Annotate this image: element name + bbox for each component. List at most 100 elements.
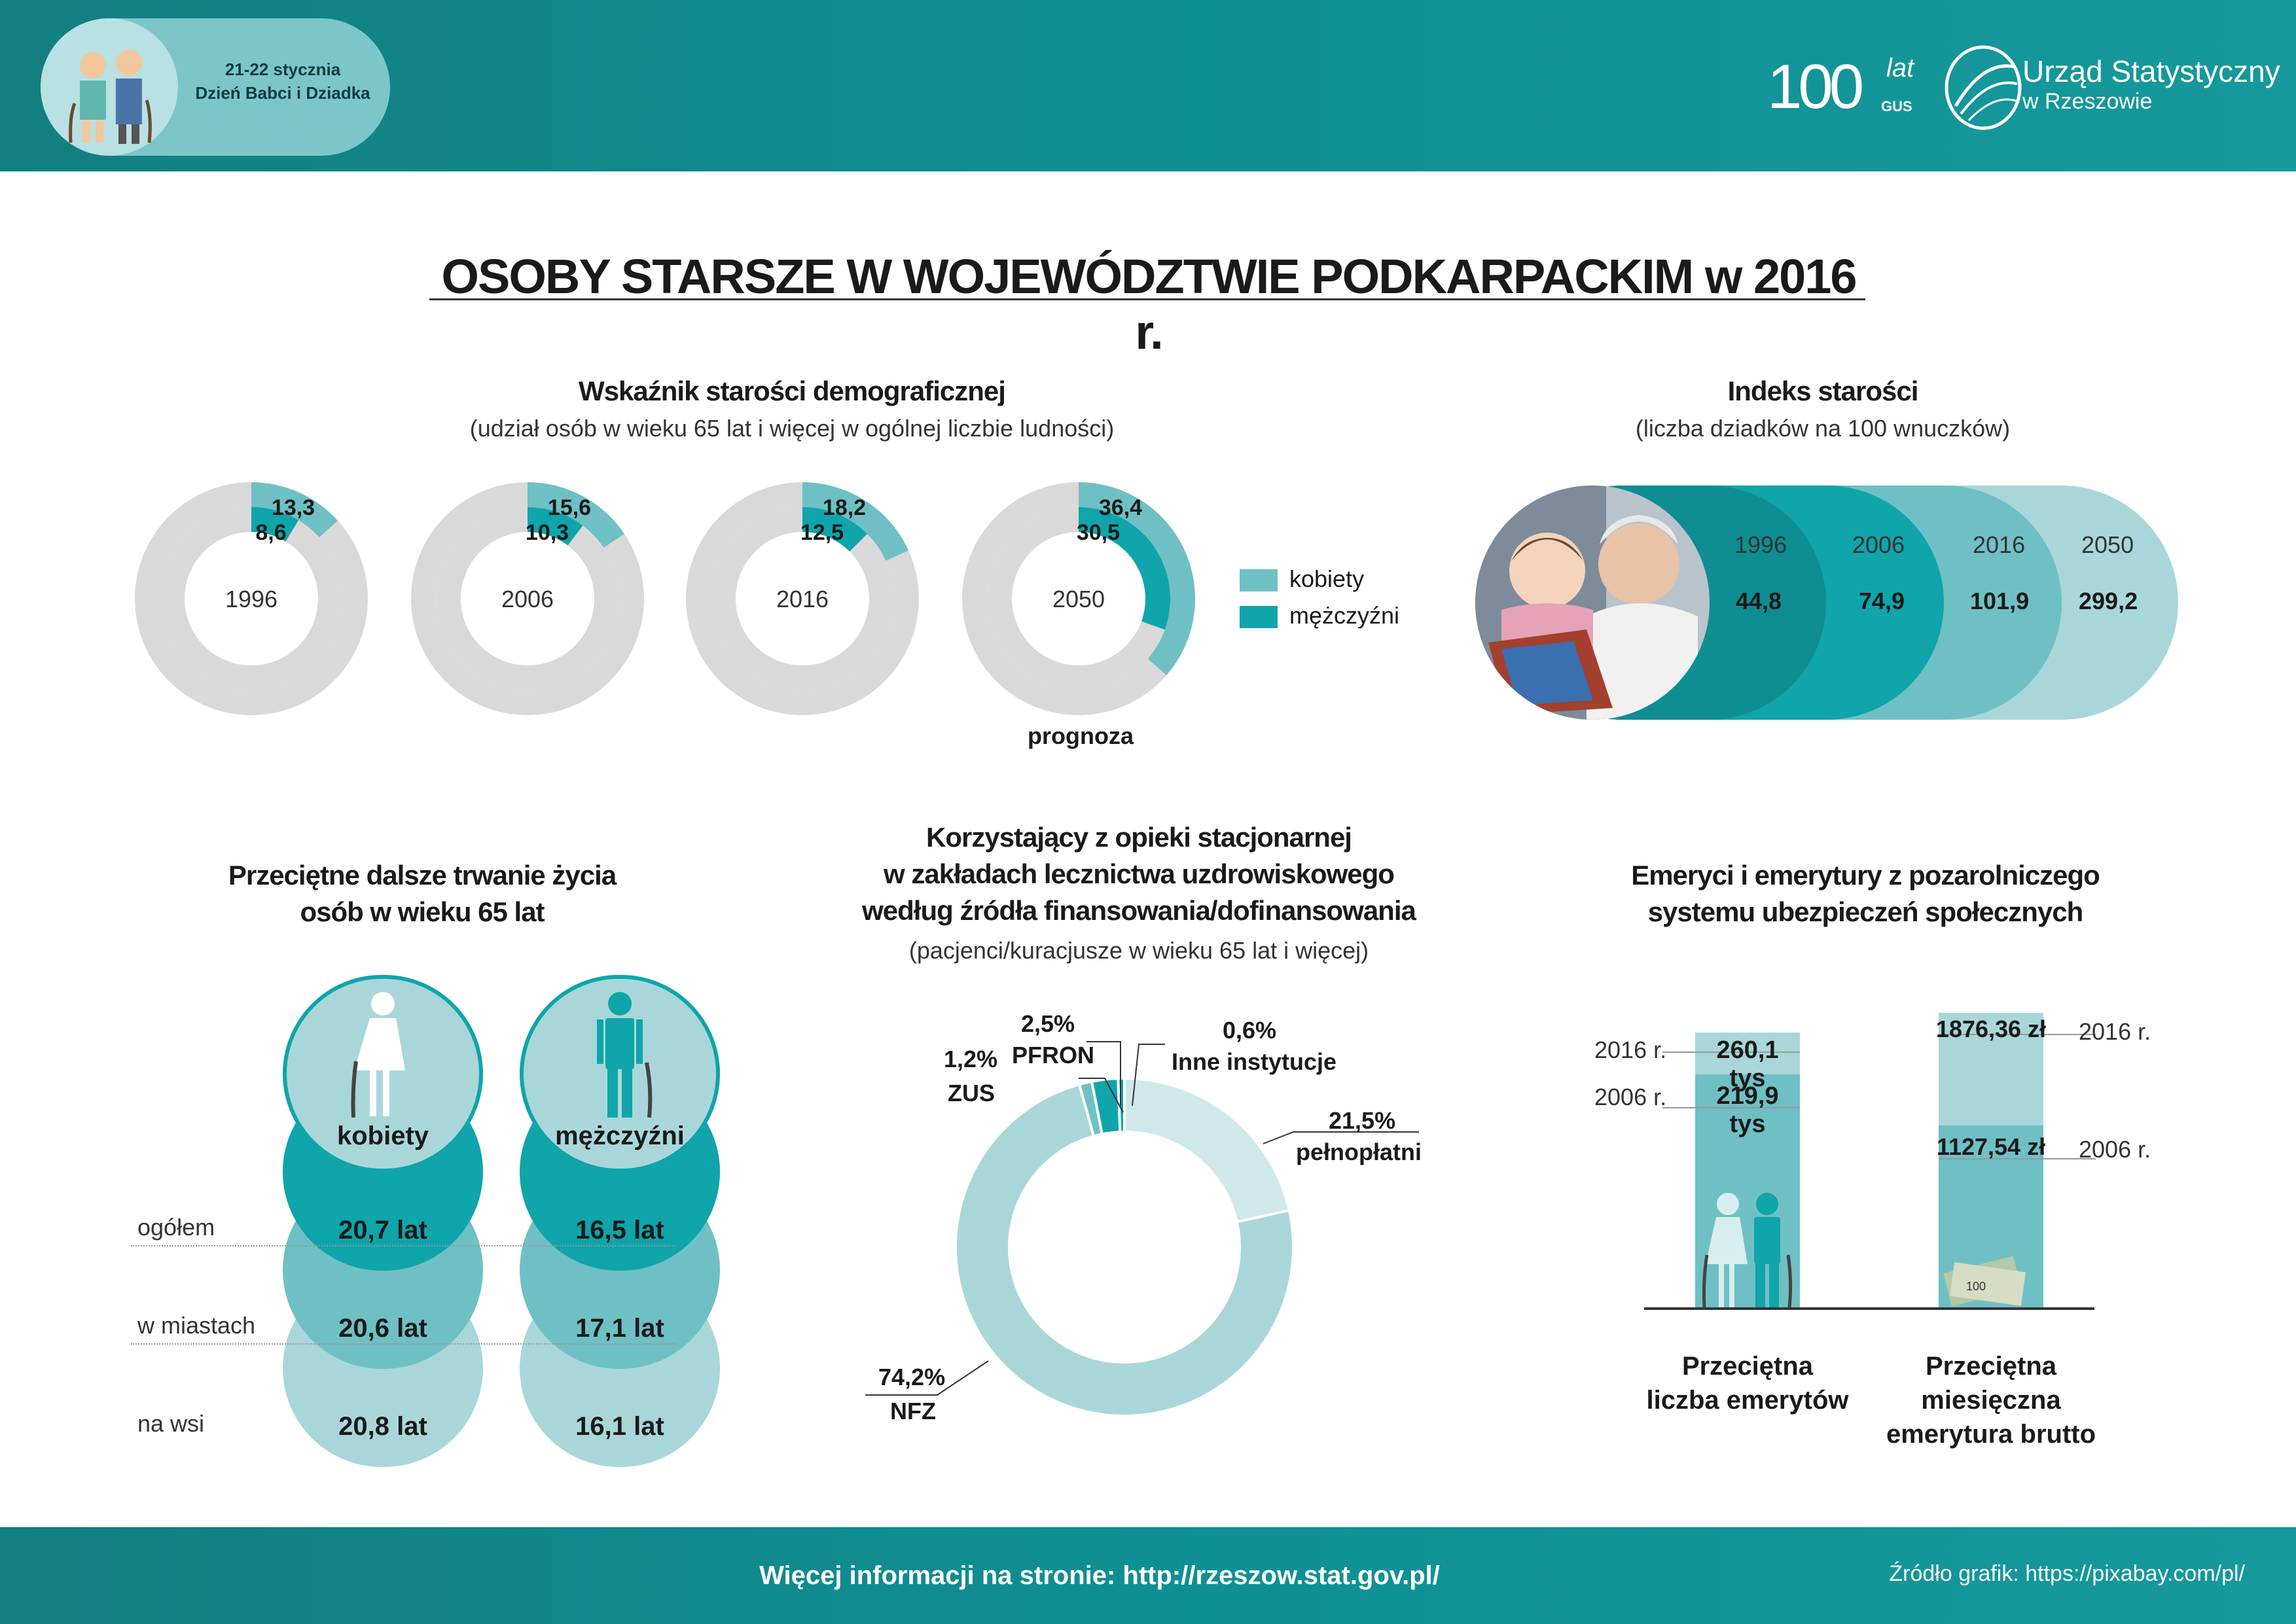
donut-year-2006: 2006 xyxy=(501,586,554,612)
retirees-axis-label: Przeciętna liczba emerytów xyxy=(1630,1349,1865,1417)
pensions-baseline xyxy=(1644,1307,2094,1310)
retirees-icon xyxy=(1696,1190,1799,1309)
donut-year-2016: 2016 xyxy=(776,586,829,612)
gus-logo-lat: lat xyxy=(1886,54,1914,82)
slice-label-zus-value: 1,2% xyxy=(944,1046,998,1072)
donut-value-women-2016: 18,2 xyxy=(823,495,866,520)
header-bar: 21-22 stycznia Dzień Babci i Dziadka 100… xyxy=(0,0,2296,171)
pension-bar-2016-increase xyxy=(1939,1013,2043,1125)
retirees-value-2016: 260,1 tys xyxy=(1716,1036,1779,1092)
slice-label-other-value: 0,6% xyxy=(1223,1017,1277,1044)
legend-swatch-kobiety xyxy=(1240,569,1278,591)
slice-label-pfron-value: 2,5% xyxy=(1021,1010,1075,1037)
leader-2016-pension xyxy=(1939,1034,2096,1035)
pie-slice-nfz xyxy=(954,1082,1295,1417)
donut-value-women-2006: 15,6 xyxy=(548,495,591,520)
donut-inner-track-2006 xyxy=(436,507,619,690)
spa-care-title-line-2: w zakładach lecznictwa uzdrowiskowego xyxy=(884,858,1395,889)
row-divider-urban xyxy=(131,1343,675,1345)
pensions-title: Emeryci i emerytury z pozarolniczego sys… xyxy=(1545,857,2186,930)
spa-care-title-line-3: według źródła finansowania/dofinansowani… xyxy=(862,895,1416,926)
leader-2006-pension xyxy=(1939,1158,2096,1159)
donut-slice-women-2050 xyxy=(1079,482,1195,675)
gus-logo-gus: GUS xyxy=(1881,98,1912,115)
slice-label-zus-name: ZUS xyxy=(948,1080,995,1106)
office-city: w Rzeszowie xyxy=(2022,89,2153,114)
donut-year-2050: 2050 xyxy=(1052,586,1105,612)
donut-outer-track-2050 xyxy=(962,482,1195,715)
year-label-2006-retirees: 2006 r. xyxy=(1594,1084,1667,1110)
office-logo-icon xyxy=(1943,41,2024,132)
donut-value-women-2050: 36,4 xyxy=(1099,495,1142,520)
svg-text:100: 100 xyxy=(1966,1280,1986,1293)
column-header-men: mężczyźni xyxy=(555,1121,685,1150)
pie-slice-other xyxy=(1117,1076,1126,1134)
leader-other xyxy=(1132,1044,1165,1106)
badge-date: 21-22 stycznia xyxy=(224,60,341,79)
life-expectancy-title: Przeciętne dalsze trwanie życia osób w w… xyxy=(170,857,674,930)
row-divider-total xyxy=(131,1245,675,1246)
index-year-2050: 2050 xyxy=(2081,531,2134,558)
donut-value-men-2006: 10,3 xyxy=(526,520,569,545)
page-title: OSOBY STARSZE W WOJEWÓDZTWIE PODKARPACKI… xyxy=(441,249,1857,359)
slice-label-other-name: Inne instytucje xyxy=(1172,1048,1337,1075)
leader-2006-retirees xyxy=(1662,1107,1800,1108)
spa-care-subtitle: (pacjenci/kuracjusze w wieku 65 lat i wi… xyxy=(908,937,1369,964)
office-name: Urząd Statystyczny xyxy=(2022,54,2280,88)
donut-inner-track-2016 xyxy=(711,507,894,690)
pensions-title-line-2: systemu ubezpieczeń społecznych xyxy=(1647,896,2084,927)
donut-slice-men-1996 xyxy=(251,507,299,542)
title-underline xyxy=(429,298,1865,300)
slice-label-fullpay-name: pełnopłatni xyxy=(1296,1139,1422,1165)
row-label-total: ogółem xyxy=(137,1214,215,1241)
retirees-axis-label-line-2: liczba emerytów xyxy=(1646,1386,1849,1415)
ageing-index-subtitle: (liczba dziadków na 100 wnuczków) xyxy=(1635,415,2011,442)
pension-value-2016: 1876,36 zł xyxy=(1935,1015,2047,1042)
men-total-value: 16,5 lat xyxy=(575,1216,664,1244)
badge-holiday: Dzień Babci i Dziadka xyxy=(195,83,370,103)
donut-slice-men-2050 xyxy=(1079,507,1170,630)
ageing-ratio-subtitle: (udział osób w wieku 65 lat i więcej w o… xyxy=(469,415,1115,442)
man-icon xyxy=(584,989,656,1120)
pension-value-2006: 1127,54 zł xyxy=(1936,1133,2046,1160)
index-year-1996: 1996 xyxy=(1734,531,1787,558)
index-value-2050: 299,2 xyxy=(2079,588,2138,614)
year-label-2016-retirees: 2016 r. xyxy=(1594,1036,1667,1063)
donut-value-men-2016: 12,5 xyxy=(800,520,844,545)
spa-care-title: Korzystający z opieki stacjonarnej w zak… xyxy=(759,819,1518,929)
retirees-axis-label-line-1: Przeciętna xyxy=(1681,1352,1814,1381)
image-source-note[interactable]: Źródło grafik: https://pixabay.com/pl/ xyxy=(1889,1561,2245,1586)
slice-label-pfron-name: PFRON xyxy=(1012,1042,1094,1068)
donut-year-1996: 1996 xyxy=(225,586,278,612)
pensions-title-line-1: Emeryci i emerytury z pozarolniczego xyxy=(1631,860,2100,891)
donut-value-women-1996: 13,3 xyxy=(272,495,315,520)
spa-care-title-line-1: Korzystający z opieki stacjonarnej xyxy=(926,822,1352,853)
more-info-link[interactable]: Więcej informacji na stronie: http://rze… xyxy=(759,1561,1440,1590)
women-urban-value: 20,6 lat xyxy=(338,1314,427,1343)
slice-label-nfz-value: 74,2% xyxy=(878,1364,946,1390)
index-value-2006: 74,9 xyxy=(1859,588,1905,614)
slice-label-fullpay-value: 21,5% xyxy=(1329,1107,1396,1134)
index-value-1996: 44,8 xyxy=(1736,588,1782,614)
forecast-note: prognoza xyxy=(1028,722,1134,749)
donut-slice-women-1996 xyxy=(251,482,338,538)
ageing-ratio-title: Wskaźnik starości demograficznej xyxy=(579,376,1006,406)
grandparents-icon xyxy=(41,18,178,156)
holiday-badge: 21-22 stycznia Dzień Babci i Dziadka xyxy=(41,18,390,156)
donut-slice-men-2016 xyxy=(802,507,867,552)
donut-outer-track-1996 xyxy=(135,482,368,715)
slice-label-nfz-name: NFZ xyxy=(890,1398,936,1424)
index-year-2006: 2006 xyxy=(1852,531,1905,558)
donut-value-men-2050: 30,5 xyxy=(1077,520,1120,545)
legend-swatch-mezczyzni xyxy=(1240,606,1278,628)
donut-inner-track-2050 xyxy=(987,507,1170,690)
banknotes-icon: 100 xyxy=(1940,1250,2032,1309)
donut-slice-men-2006 xyxy=(528,507,583,546)
men-urban-value: 17,1 lat xyxy=(575,1314,664,1343)
donut-slice-women-2016 xyxy=(802,482,908,561)
woman-icon xyxy=(347,989,419,1120)
pie-slice-zus xyxy=(1077,1080,1104,1138)
women-total-value: 20,7 lat xyxy=(338,1216,427,1244)
year-label-2006-pension: 2006 r. xyxy=(2079,1136,2151,1163)
gus-logo-number: 100 xyxy=(1767,52,1864,122)
